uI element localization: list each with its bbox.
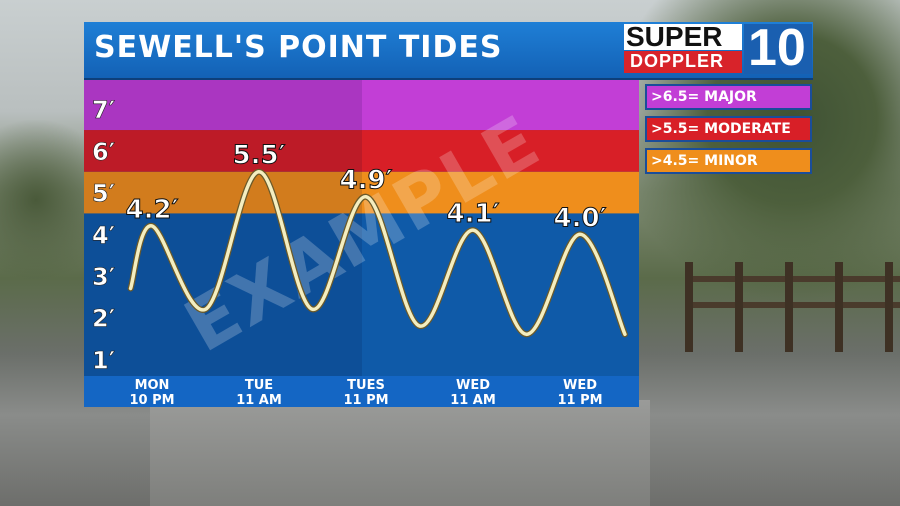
high-tide-label: 4.2′ (126, 195, 179, 225)
legend-major-label: >6.5= MAJOR (651, 89, 757, 105)
logo-doppler-text: DOPPLER (630, 51, 725, 71)
background-road (150, 400, 650, 506)
band-minor (84, 171, 639, 214)
high-tide-label: 5.5′ (233, 141, 286, 171)
y-tick-label: 4′ (92, 221, 115, 249)
x-tick-time: 11 PM (343, 393, 388, 408)
y-tick-label: 6′ (92, 138, 115, 166)
x-tick-day: MON (135, 378, 170, 393)
tide-curve (128, 169, 627, 337)
y-tick-label: 7′ (92, 96, 115, 124)
chart-shade (84, 80, 362, 376)
x-tick-day: WED (563, 378, 597, 393)
legend-moderate-label: >5.5= MODERATE (651, 121, 791, 137)
band-major (84, 80, 639, 131)
legend-minor: >4.5= MINOR (645, 148, 812, 174)
x-axis-bar (84, 376, 639, 407)
logo-channel-number: 10 (748, 19, 806, 77)
high-tide-label: 4.0′ (554, 203, 607, 233)
y-tick-label: 3′ (92, 263, 115, 291)
super-doppler-10-logo: SUPER DOPPLER 10 (624, 19, 812, 77)
legend-moderate: >5.5= MODERATE (645, 116, 812, 142)
x-tick-time: 11 AM (236, 393, 282, 408)
x-tick-day: TUE (245, 378, 273, 393)
band-moderate (84, 130, 639, 172)
high-tide-label: 4.1′ (447, 199, 500, 229)
background-fence (685, 262, 900, 352)
x-tick-time: 11 PM (557, 393, 602, 408)
logo-super-text: SUPER (626, 21, 723, 52)
chart-title: SEWELL'S POINT TIDES (94, 30, 503, 65)
y-tick-label: 2′ (92, 305, 115, 333)
legend-minor-label: >4.5= MINOR (651, 153, 758, 169)
y-tick-label: 5′ (92, 180, 115, 208)
high-tide-label: 4.9′ (340, 166, 393, 196)
y-tick-label: 1′ (92, 346, 115, 374)
x-tick-time: 11 AM (450, 393, 496, 408)
x-tick-day: TUES (347, 378, 385, 393)
x-tick-day: WED (456, 378, 490, 393)
x-tick-time: 10 PM (129, 393, 174, 408)
legend-major: >6.5= MAJOR (645, 84, 812, 110)
